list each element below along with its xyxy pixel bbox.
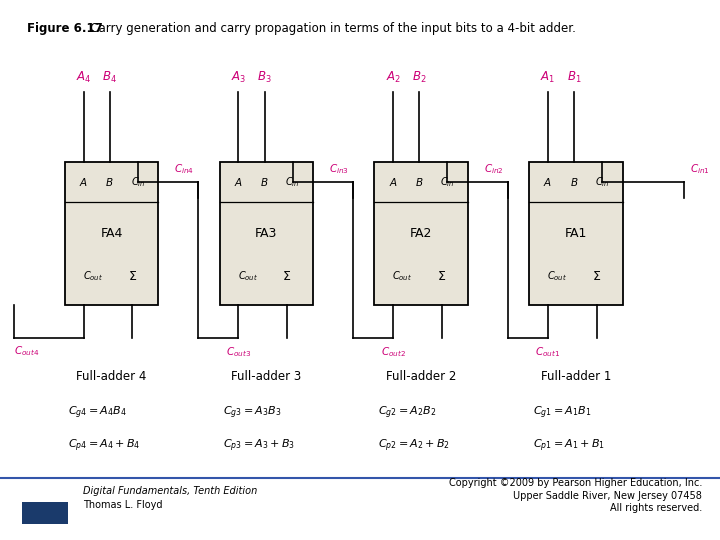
Text: FA4: FA4 [100,227,123,240]
Text: $C_{g3} = A_3B_3$: $C_{g3} = A_3B_3$ [223,405,282,421]
Text: $C_{in}$: $C_{in}$ [440,175,454,189]
Text: $B_4$: $B_4$ [102,70,117,85]
Bar [22,502,68,524]
Text: $A$: $A$ [79,176,88,188]
Text: $A$: $A$ [389,176,397,188]
Text: $C_{in}$: $C_{in}$ [130,175,145,189]
Text: $C_{out2}$: $C_{out2}$ [381,346,405,360]
Text: Figure 6.17: Figure 6.17 [27,22,103,35]
Text: $C_{out1}$: $C_{out1}$ [536,346,560,360]
Text: FA3: FA3 [255,227,278,240]
Text: $\Sigma$: $\Sigma$ [437,270,446,283]
Text: $A$: $A$ [544,176,552,188]
Text: $C_{g4} = A_4B_4$: $C_{g4} = A_4B_4$ [68,405,127,421]
Text: Full-adder 3: Full-adder 3 [231,370,302,383]
Text: $C_{in3}$: $C_{in3}$ [329,162,349,176]
Text: $A$: $A$ [234,176,243,188]
Text: $C_{g1} = A_1B_1$: $C_{g1} = A_1B_1$ [533,405,591,421]
Text: All rights reserved.: All rights reserved. [610,503,702,512]
Text: PEARSON: PEARSON [22,509,68,517]
Text: $C_{in4}$: $C_{in4}$ [174,162,194,176]
Text: $C_{out4}$: $C_{out4}$ [14,344,40,358]
Text: $A_4$: $A_4$ [76,70,91,85]
Text: Carry generation and carry propagation in terms of the input bits to a 4-bit add: Carry generation and carry propagation i… [78,22,576,35]
Text: Full-adder 2: Full-adder 2 [386,370,456,383]
Text: FA1: FA1 [564,227,588,240]
Text: $B_1$: $B_1$ [567,70,582,85]
Text: Full-adder 4: Full-adder 4 [76,370,147,383]
Text: $C_{in1}$: $C_{in1}$ [690,162,710,176]
Bar [220,162,313,305]
Text: $C_{out}$: $C_{out}$ [83,269,103,284]
Text: $B_3$: $B_3$ [257,70,272,85]
Text: $C_{in}$: $C_{in}$ [285,175,300,189]
Text: Upper Saddle River, New Jersey 07458: Upper Saddle River, New Jersey 07458 [513,491,702,501]
Text: $\Sigma$: $\Sigma$ [282,270,292,283]
Text: Digital Fundamentals, Tenth Edition: Digital Fundamentals, Tenth Edition [83,487,257,496]
Text: $B_2$: $B_2$ [412,70,426,85]
Text: $C_{p3} = A_3 + B_3$: $C_{p3} = A_3 + B_3$ [223,437,295,454]
Text: $\Sigma$: $\Sigma$ [127,270,137,283]
Text: $C_{in}$: $C_{in}$ [595,175,609,189]
Bar [374,162,468,305]
Text: FA2: FA2 [410,227,433,240]
Text: $A_2$: $A_2$ [386,70,400,85]
Bar [65,162,158,305]
Text: $C_{p1} = A_1 + B_1$: $C_{p1} = A_1 + B_1$ [533,437,605,454]
Text: Full-adder 1: Full-adder 1 [541,370,611,383]
Text: $\Sigma$: $\Sigma$ [592,270,601,283]
Text: $C_{g2} = A_2B_2$: $C_{g2} = A_2B_2$ [378,405,436,421]
Text: $C_{in2}$: $C_{in2}$ [485,162,504,176]
Text: $B$: $B$ [261,176,269,188]
Text: $C_{out}$: $C_{out}$ [392,269,413,284]
Text: $A_1$: $A_1$ [540,70,556,85]
Text: $B$: $B$ [570,176,578,188]
Text: $A_3$: $A_3$ [230,70,246,85]
Text: Copyright ©2009 by Pearson Higher Education, Inc.: Copyright ©2009 by Pearson Higher Educat… [449,478,702,488]
Bar [529,162,623,305]
Text: $C_{out3}$: $C_{out3}$ [225,346,251,360]
Text: $C_{p4} = A_4 + B_4$: $C_{p4} = A_4 + B_4$ [68,437,140,454]
Text: Thomas L. Floyd: Thomas L. Floyd [83,500,162,510]
Text: $C_{p2} = A_2 + B_2$: $C_{p2} = A_2 + B_2$ [378,437,450,454]
Text: $B$: $B$ [415,176,423,188]
Text: $B$: $B$ [106,176,114,188]
Text: $C_{out}$: $C_{out}$ [238,269,258,284]
Text: $C_{out}$: $C_{out}$ [547,269,567,284]
